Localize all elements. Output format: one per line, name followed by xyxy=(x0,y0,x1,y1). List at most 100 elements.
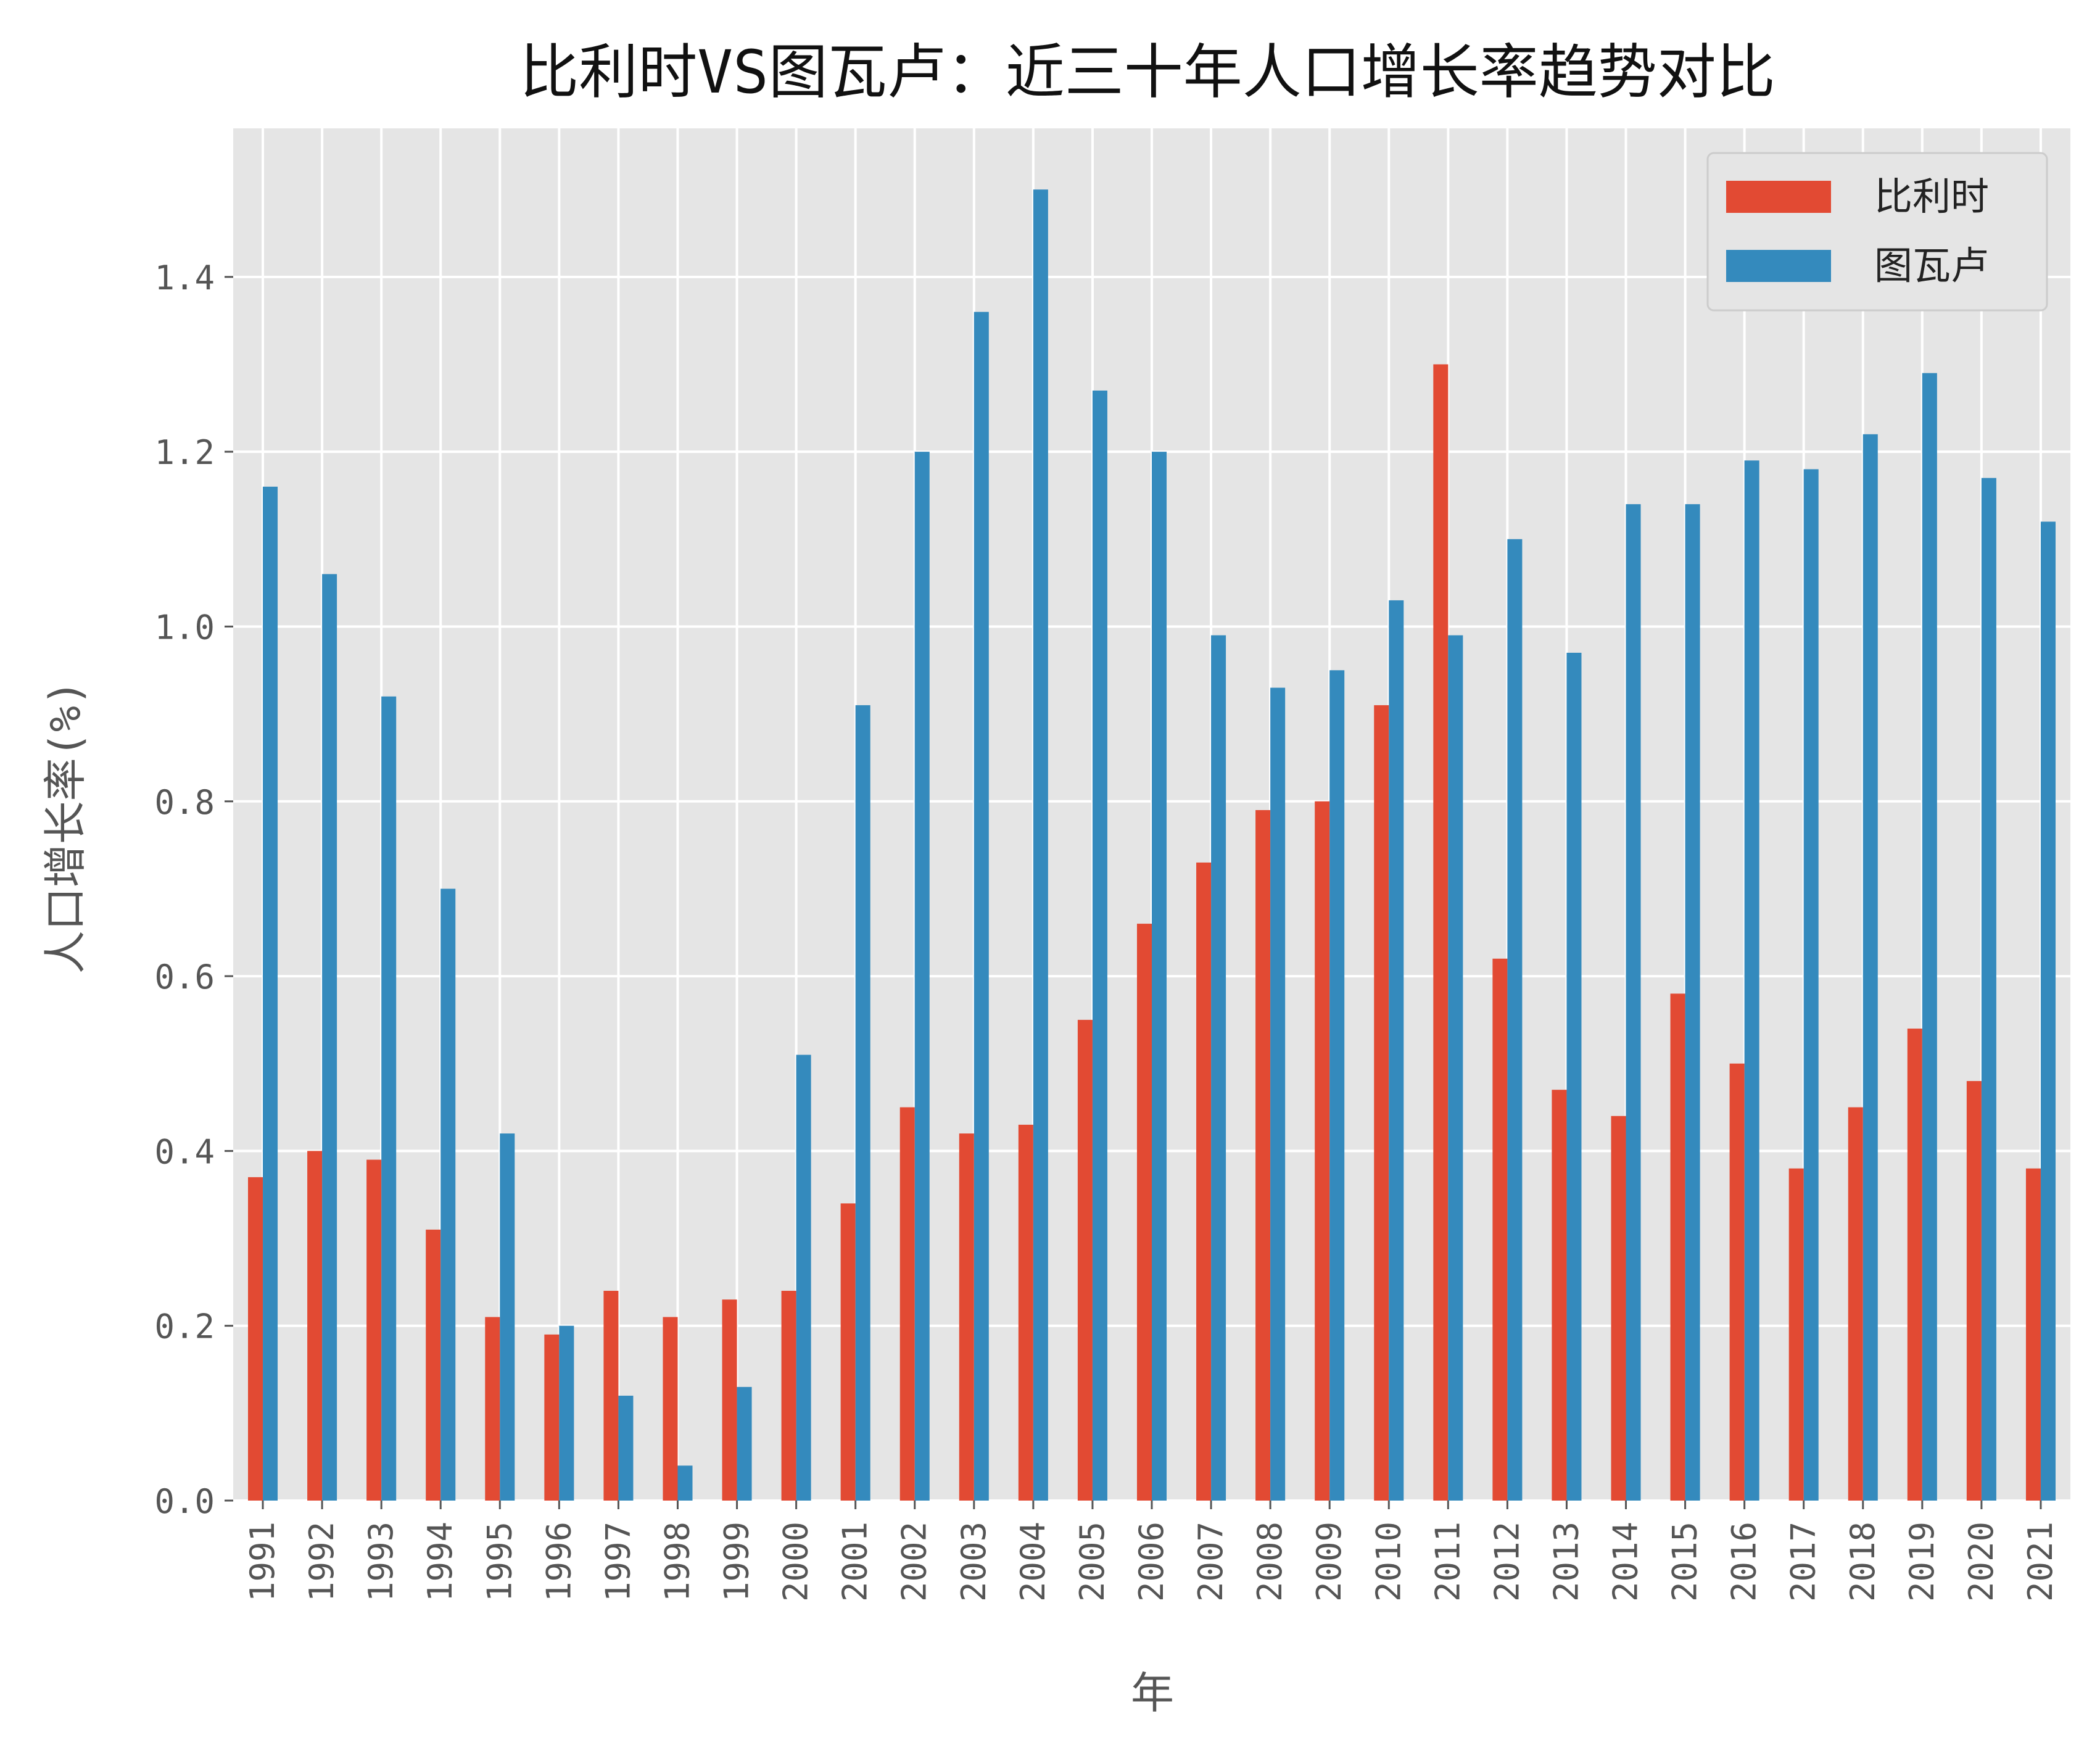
y-tick-label: 0.6 xyxy=(154,958,215,996)
bar-belgium-2018 xyxy=(1848,1107,1863,1501)
y-tick-label: 0.4 xyxy=(154,1132,215,1171)
bar-tuvalu-2008 xyxy=(1270,687,1286,1501)
bar-belgium-2008 xyxy=(1255,810,1271,1501)
bar-tuvalu-2004 xyxy=(1033,189,1048,1501)
bar-belgium-2012 xyxy=(1492,958,1508,1501)
bar-tuvalu-2010 xyxy=(1389,600,1404,1501)
bar-belgium-1992 xyxy=(307,1151,323,1501)
bar-tuvalu-2014 xyxy=(1626,504,1641,1501)
bar-belgium-1994 xyxy=(426,1229,441,1501)
x-tick-label: 2012 xyxy=(1487,1522,1526,1602)
x-tick-label: 1992 xyxy=(302,1522,341,1602)
x-tick-label: 1993 xyxy=(362,1522,400,1602)
y-tick-label: 1.0 xyxy=(154,608,215,647)
bar-belgium-2006 xyxy=(1136,924,1152,1501)
x-tick-label: 2021 xyxy=(2021,1522,2060,1602)
bar-tuvalu-1997 xyxy=(618,1396,634,1501)
bar-tuvalu-1995 xyxy=(500,1133,515,1501)
y-tick-label: 0.0 xyxy=(154,1482,215,1521)
x-tick-label: 1991 xyxy=(243,1522,282,1602)
bar-tuvalu-2009 xyxy=(1329,670,1345,1501)
x-axis-ticks: 1991 1992 1993 1994 1995 1996 1997 1998 1999 2000… xyxy=(243,1501,2060,1602)
bar-tuvalu-2000 xyxy=(796,1054,811,1501)
x-tick-label: 1997 xyxy=(598,1522,637,1602)
x-tick-label: 2000 xyxy=(777,1522,816,1602)
bar-belgium-2017 xyxy=(1788,1168,1804,1501)
legend-swatch-tuvalu xyxy=(1726,250,1831,282)
x-tick-label: 2013 xyxy=(1547,1522,1585,1602)
bar-belgium-2001 xyxy=(840,1203,856,1501)
bar-tuvalu-2002 xyxy=(914,452,930,1501)
y-axis-label: 人口增长率(%) xyxy=(40,680,91,974)
bar-belgium-2014 xyxy=(1611,1116,1626,1501)
bar-tuvalu-1996 xyxy=(559,1325,574,1501)
bar-belgium-1997 xyxy=(603,1291,619,1501)
x-tick-label: 1994 xyxy=(421,1522,460,1602)
bar-belgium-2000 xyxy=(781,1291,796,1501)
bar-tuvalu-1994 xyxy=(440,888,456,1501)
bar-tuvalu-2012 xyxy=(1507,539,1523,1501)
chart-title: 比利时VS图瓦卢：近三十年人口增长率趋势对比 xyxy=(519,38,1775,107)
bar-belgium-2005 xyxy=(1077,1019,1093,1501)
bar-belgium-2016 xyxy=(1729,1063,1745,1501)
bar-belgium-2004 xyxy=(1018,1124,1033,1501)
bars-layer xyxy=(248,189,2056,1501)
bar-tuvalu-2011 xyxy=(1448,635,1463,1501)
bar-tuvalu-2020 xyxy=(1981,478,1996,1501)
x-tick-label: 2020 xyxy=(1962,1522,2001,1602)
x-tick-label: 1999 xyxy=(717,1522,756,1602)
bar-belgium-1999 xyxy=(722,1299,737,1501)
x-tick-label: 2002 xyxy=(895,1522,934,1602)
bar-belgium-2011 xyxy=(1433,364,1449,1501)
x-tick-label: 2004 xyxy=(1014,1522,1052,1602)
x-tick-label: 2008 xyxy=(1250,1522,1289,1602)
x-tick-label: 1995 xyxy=(480,1522,519,1602)
y-tick-label: 0.8 xyxy=(154,783,215,822)
x-tick-label: 1998 xyxy=(658,1522,697,1602)
x-tick-label: 2006 xyxy=(1132,1522,1171,1602)
bar-tuvalu-2001 xyxy=(855,705,870,1501)
bar-belgium-1991 xyxy=(248,1177,263,1501)
bar-belgium-2003 xyxy=(959,1133,974,1501)
x-tick-label: 1996 xyxy=(539,1522,578,1602)
bar-belgium-2002 xyxy=(899,1107,915,1501)
bar-tuvalu-1991 xyxy=(263,486,278,1501)
x-tick-label: 2003 xyxy=(954,1522,993,1602)
bar-tuvalu-2007 xyxy=(1211,635,1226,1501)
y-tick-label: 1.2 xyxy=(154,433,215,472)
bar-tuvalu-2013 xyxy=(1566,652,1582,1501)
bar-tuvalu-2017 xyxy=(1803,469,1819,1501)
x-tick-label: 2001 xyxy=(836,1522,875,1602)
bar-tuvalu-2015 xyxy=(1685,504,1700,1501)
bar-tuvalu-1999 xyxy=(737,1386,752,1501)
bar-tuvalu-2018 xyxy=(1862,434,1878,1501)
bar-tuvalu-1998 xyxy=(677,1465,693,1501)
x-tick-label: 2017 xyxy=(1784,1522,1823,1602)
bar-belgium-2009 xyxy=(1315,801,1330,1501)
x-tick-label: 2011 xyxy=(1428,1522,1467,1602)
y-axis-ticks: 0.0 0.2 0.4 0.6 0.8 1.0 1.2 1.4 xyxy=(154,259,233,1521)
bar-belgium-1993 xyxy=(366,1159,382,1501)
x-tick-label: 2018 xyxy=(1843,1522,1882,1602)
bar-tuvalu-1992 xyxy=(322,574,337,1501)
legend-label-tuvalu: 图瓦卢 xyxy=(1874,243,1989,288)
bar-belgium-2021 xyxy=(2025,1168,2041,1501)
legend-swatch-belgium xyxy=(1726,181,1831,213)
x-axis-label: 年 xyxy=(1131,1668,1174,1718)
bar-tuvalu-2005 xyxy=(1092,390,1107,1501)
x-tick-label: 2014 xyxy=(1606,1522,1645,1602)
x-tick-label: 2016 xyxy=(1725,1522,1764,1602)
y-tick-label: 1.4 xyxy=(154,259,215,297)
bar-belgium-1996 xyxy=(544,1334,560,1501)
bar-belgium-2019 xyxy=(1907,1029,1922,1501)
legend: 比利时 图瓦卢 xyxy=(1706,152,2048,312)
bar-tuvalu-2006 xyxy=(1152,452,1167,1501)
bar-belgium-2020 xyxy=(1966,1081,1982,1501)
x-tick-label: 2010 xyxy=(1369,1522,1408,1602)
bar-belgium-2010 xyxy=(1374,705,1389,1501)
x-tick-label: 2005 xyxy=(1073,1522,1112,1602)
bar-tuvalu-2016 xyxy=(1744,460,1759,1501)
bar-tuvalu-1993 xyxy=(381,696,397,1501)
bar-belgium-1995 xyxy=(485,1317,500,1501)
